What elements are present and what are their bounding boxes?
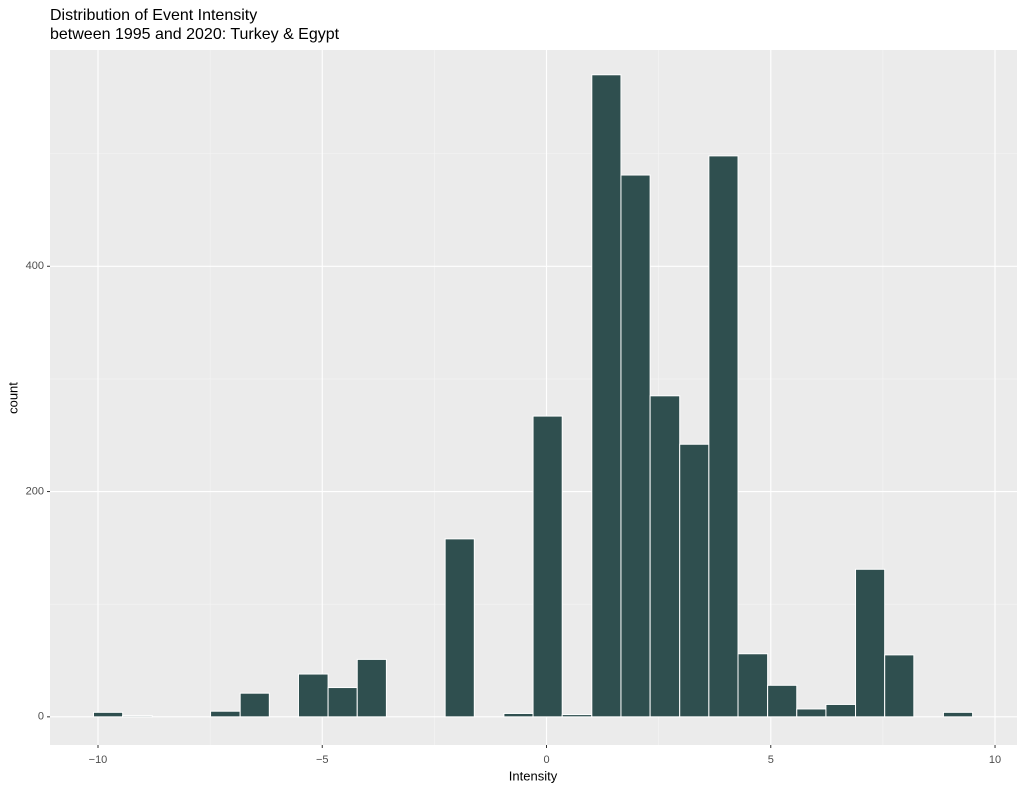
x-tick-label: 5	[768, 754, 774, 766]
bar	[297, 673, 329, 718]
bar	[679, 443, 710, 718]
x-tick-label: −10	[89, 754, 108, 766]
bar	[737, 653, 769, 718]
y-tick-label: 200	[26, 485, 44, 497]
x-tick-label: 10	[989, 754, 1001, 766]
bar	[122, 715, 153, 718]
bar	[239, 692, 270, 718]
bar	[825, 703, 857, 718]
y-axis-title: count	[5, 382, 20, 414]
bar	[327, 687, 358, 718]
x-axis-title: Intensity	[509, 768, 558, 783]
y-tick-label: 0	[38, 711, 44, 723]
bar	[767, 684, 798, 718]
bar	[942, 711, 974, 718]
bar	[503, 712, 534, 718]
bar	[884, 654, 915, 718]
bar	[591, 74, 622, 718]
bar	[708, 155, 739, 718]
bar	[649, 395, 681, 718]
bar	[620, 174, 651, 718]
x-tick-label: −5	[316, 754, 329, 766]
bar	[210, 710, 241, 718]
bar	[561, 714, 593, 718]
bar	[796, 708, 827, 718]
chart-subtitle: between 1995 and 2020: Turkey & Egypt	[50, 26, 340, 43]
bar	[93, 711, 124, 718]
bar	[855, 568, 886, 718]
bar	[356, 658, 387, 718]
y-tick-label: 400	[26, 260, 44, 272]
bar	[444, 538, 475, 718]
bar	[532, 415, 563, 718]
chart-title: Distribution of Event Intensity	[50, 7, 257, 24]
x-tick-label: 0	[543, 754, 549, 766]
